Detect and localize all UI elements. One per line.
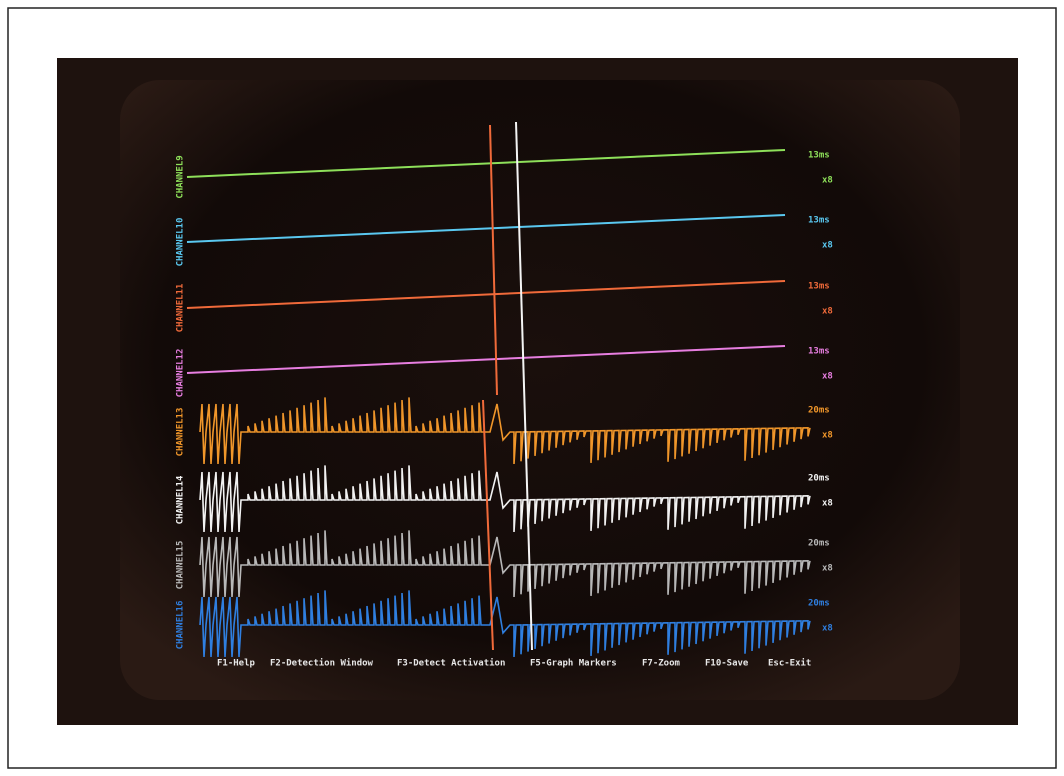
channel-label: CHANNEL12 (176, 349, 186, 398)
menu-item[interactable]: F7-Zoom (642, 659, 681, 669)
gain: x8 (822, 564, 833, 574)
gain: x8 (822, 624, 833, 634)
channel-label: CHANNEL9 (176, 155, 186, 198)
channel-label: CHANNEL13 (176, 408, 186, 457)
time-scale: 13ms (808, 282, 830, 292)
gain: x8 (822, 431, 833, 441)
menu-item[interactable]: F10-Save (705, 659, 749, 669)
time-scale: 20ms (808, 406, 830, 416)
time-scale: 13ms (808, 216, 830, 226)
channel-label: CHANNEL11 (176, 284, 186, 333)
menu-item[interactable]: F3-Detect Activation (397, 658, 505, 669)
gain: x8 (822, 372, 833, 382)
time-scale: 20ms (808, 474, 830, 484)
gain: x8 (822, 241, 833, 251)
channel-label: CHANNEL15 (176, 541, 186, 590)
screenshot: CHANNEL9 13ms x8 CHANNEL10 13ms x8 CHANNEL11 13… (0, 0, 1064, 776)
channel-label: CHANNEL16 (176, 601, 186, 650)
menu-item[interactable]: Esc-Exit (768, 658, 811, 669)
time-scale: 20ms (808, 539, 830, 549)
crt-screen (120, 80, 960, 700)
time-scale: 13ms (808, 347, 830, 357)
channel-label: CHANNEL10 (176, 218, 186, 267)
gain: x8 (822, 307, 833, 317)
channel-label: CHANNEL14 (176, 475, 186, 524)
menu-item[interactable]: F2-Detection Window (270, 658, 374, 669)
menu-item[interactable]: F5-Graph Markers (530, 659, 617, 669)
time-scale: 20ms (808, 599, 830, 609)
page: {"channels": [ {"label": "CHANNEL9", "sc… (0, 0, 1064, 776)
time-scale: 13ms (808, 151, 830, 161)
gain: x8 (822, 499, 833, 509)
menu-item[interactable]: F1-Help (217, 659, 256, 669)
gain: x8 (822, 176, 833, 186)
